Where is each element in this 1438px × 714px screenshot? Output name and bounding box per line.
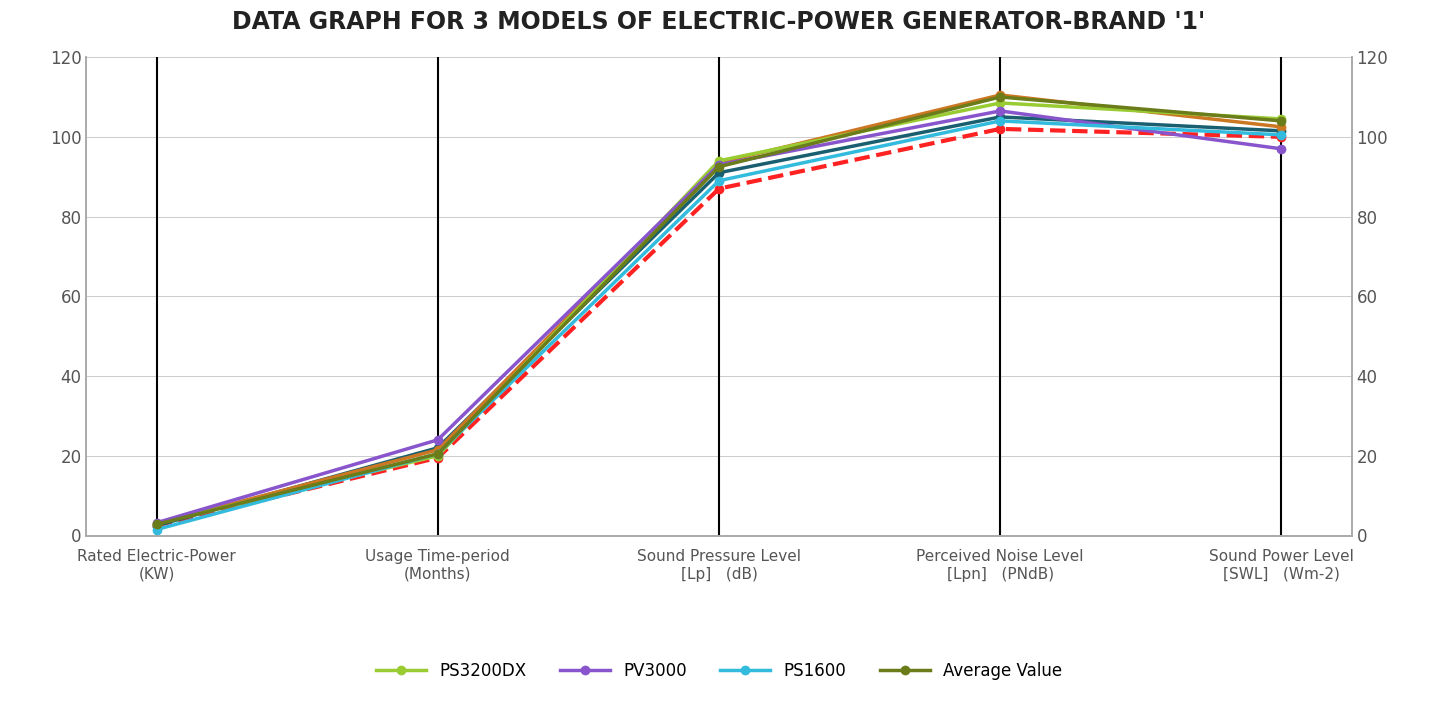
PS1600 xyxy=(429,450,446,458)
Average Value xyxy=(1273,116,1290,125)
OSHA Standard xyxy=(992,91,1009,99)
PV3000 xyxy=(148,518,165,527)
Line: OSHA Standard: OSHA Standard xyxy=(152,91,1286,528)
Average Value xyxy=(429,450,446,458)
Line: NIOSH Standard: NIOSH Standard xyxy=(152,125,1286,530)
PS3200DX xyxy=(710,156,728,165)
PV3000 xyxy=(710,161,728,169)
NIOSH Standard xyxy=(429,453,446,462)
Line: PS1600: PS1600 xyxy=(152,116,1286,533)
Average Value xyxy=(992,93,1009,101)
IOSH Standard xyxy=(429,443,446,452)
IOSH Standard xyxy=(148,521,165,530)
PS3200DX xyxy=(992,99,1009,107)
PS1600 xyxy=(710,176,728,185)
PS1600 xyxy=(992,116,1009,125)
PS3200DX xyxy=(148,519,165,528)
PS3200DX xyxy=(1273,115,1290,124)
NIOSH Standard xyxy=(992,124,1009,133)
OSHA Standard xyxy=(429,446,446,454)
IOSH Standard xyxy=(992,113,1009,121)
PV3000 xyxy=(1273,144,1290,153)
OSHA Standard xyxy=(710,159,728,167)
IOSH Standard xyxy=(1273,126,1290,135)
IOSH Standard xyxy=(710,169,728,177)
PS1600 xyxy=(148,526,165,534)
Title: DATA GRAPH FOR 3 MODELS OF ELECTRIC-POWER GENERATOR-BRAND '1': DATA GRAPH FOR 3 MODELS OF ELECTRIC-POWE… xyxy=(233,10,1205,34)
PV3000 xyxy=(429,436,446,444)
NIOSH Standard xyxy=(148,521,165,530)
Line: IOSH Standard: IOSH Standard xyxy=(152,113,1286,530)
Average Value xyxy=(710,163,728,171)
OSHA Standard xyxy=(148,519,165,528)
NIOSH Standard xyxy=(1273,133,1290,141)
PV3000 xyxy=(992,106,1009,115)
PS1600 xyxy=(1273,131,1290,139)
NIOSH Standard xyxy=(710,184,728,193)
Line: PS3200DX: PS3200DX xyxy=(152,99,1286,528)
Line: Average Value: Average Value xyxy=(152,93,1286,528)
OSHA Standard xyxy=(1273,123,1290,131)
Line: PV3000: PV3000 xyxy=(152,107,1286,527)
PS3200DX xyxy=(429,451,446,460)
Average Value xyxy=(148,520,165,528)
